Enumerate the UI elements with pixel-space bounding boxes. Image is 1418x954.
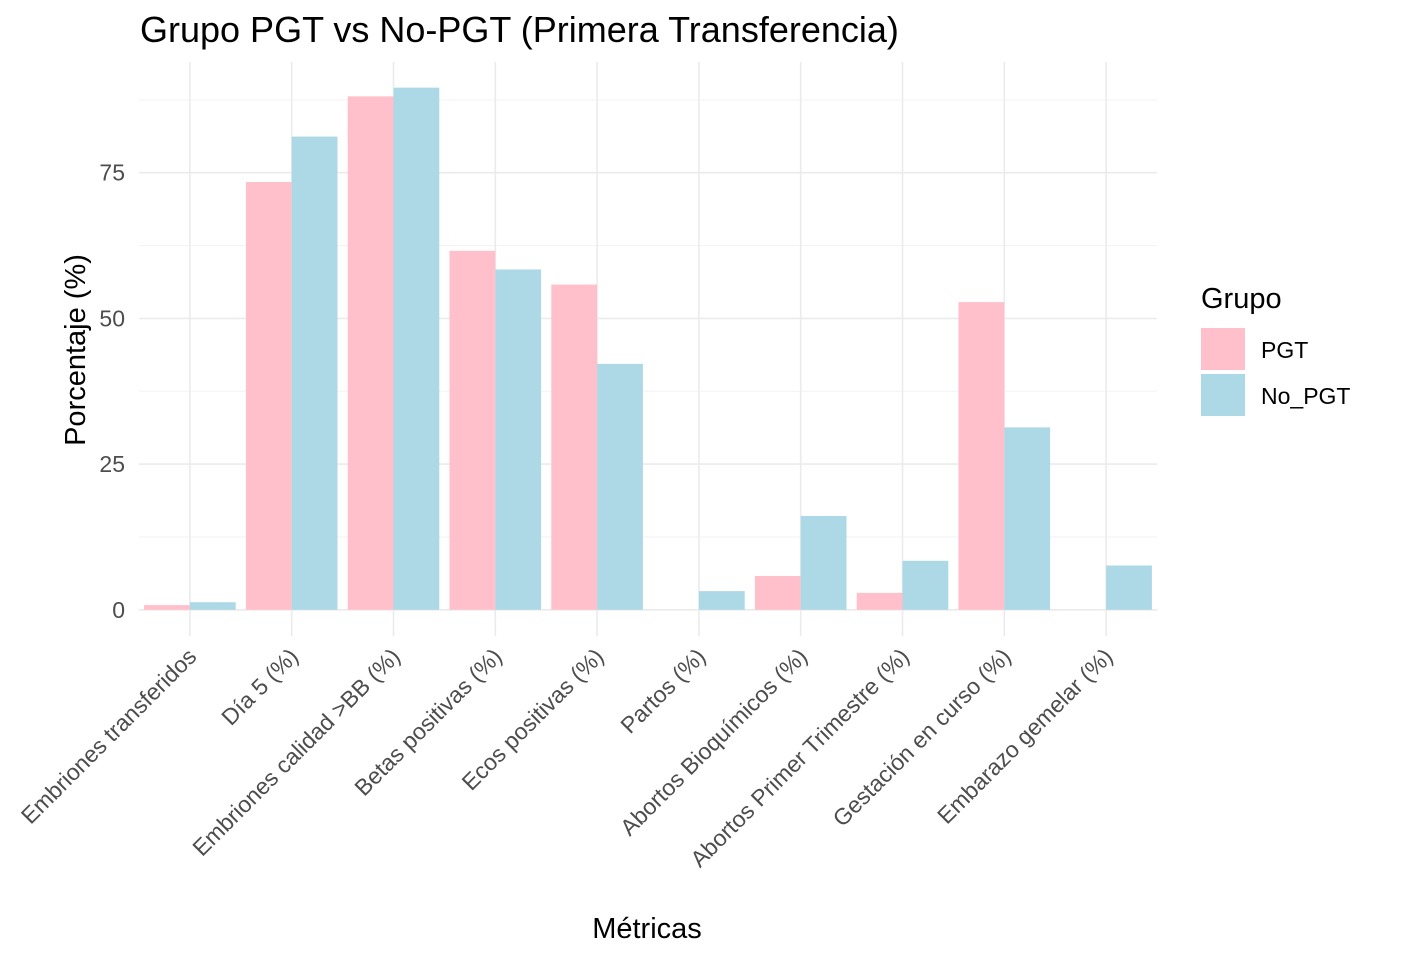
x-tick-label: Gestación en curso (%)	[828, 643, 1016, 831]
bar-no-pgt-5	[698, 591, 745, 610]
x-tick-label: Embriones transferidos	[16, 643, 202, 829]
bar-no-pgt-9	[1106, 565, 1152, 610]
bars	[144, 87, 1152, 610]
y-axis-ticks: 0 25 50 75	[99, 160, 125, 623]
bar-pgt-0	[144, 605, 190, 610]
bar-no-pgt-4	[597, 363, 643, 610]
legend-swatch-no-pgt	[1201, 374, 1245, 416]
bar-no-pgt-8	[1004, 427, 1051, 610]
bar-pgt-4	[551, 284, 598, 610]
bar-pgt-8	[958, 302, 1005, 610]
bar-no-pgt-7	[902, 560, 949, 610]
bar-pgt-2	[347, 96, 394, 610]
bar-no-pgt-3	[495, 269, 542, 610]
x-tick-label: Abortos Bioquímicos (%)	[615, 643, 812, 840]
bar-no-pgt-2	[393, 87, 440, 610]
bar-no-pgt-0	[189, 602, 236, 610]
y-tick-label: 25	[99, 451, 125, 477]
bar-pgt-6	[754, 575, 801, 610]
bar-no-pgt-1	[291, 136, 338, 610]
x-tick-label: Abortos Primer Trimestre (%)	[685, 643, 914, 872]
bar-pgt-3	[449, 250, 496, 610]
x-axis-title: Métricas	[592, 913, 702, 945]
x-axis-ticks: Embriones transferidos Día 5 (%)Embriones…	[16, 643, 1118, 872]
bar-no-pgt-6	[800, 515, 847, 610]
y-tick-label: 75	[99, 160, 125, 186]
chart-title: Grupo PGT vs No-PGT (Primera Transferenc…	[140, 9, 899, 50]
y-axis-title: Porcentaje (%)	[60, 254, 92, 446]
legend-title: Grupo	[1201, 283, 1282, 315]
y-tick-label: 50	[99, 305, 125, 331]
legend: Grupo PGT No_PGT	[1201, 283, 1350, 416]
legend-swatch-pgt	[1201, 328, 1245, 370]
x-tick-label: Embarazo gemelar (%)	[932, 643, 1118, 829]
x-tick-label: Embriones calidad >BB (%)	[187, 643, 405, 861]
bar-pgt-7	[856, 592, 903, 610]
bar-pgt-1	[245, 182, 292, 610]
x-tick-label: Partos (%)	[615, 643, 710, 738]
legend-label-no-pgt: No_PGT	[1261, 383, 1350, 409]
x-tick-label: Día 5 (%)	[216, 643, 303, 730]
y-tick-label: 0	[112, 597, 125, 623]
legend-label-pgt: PGT	[1261, 337, 1308, 363]
